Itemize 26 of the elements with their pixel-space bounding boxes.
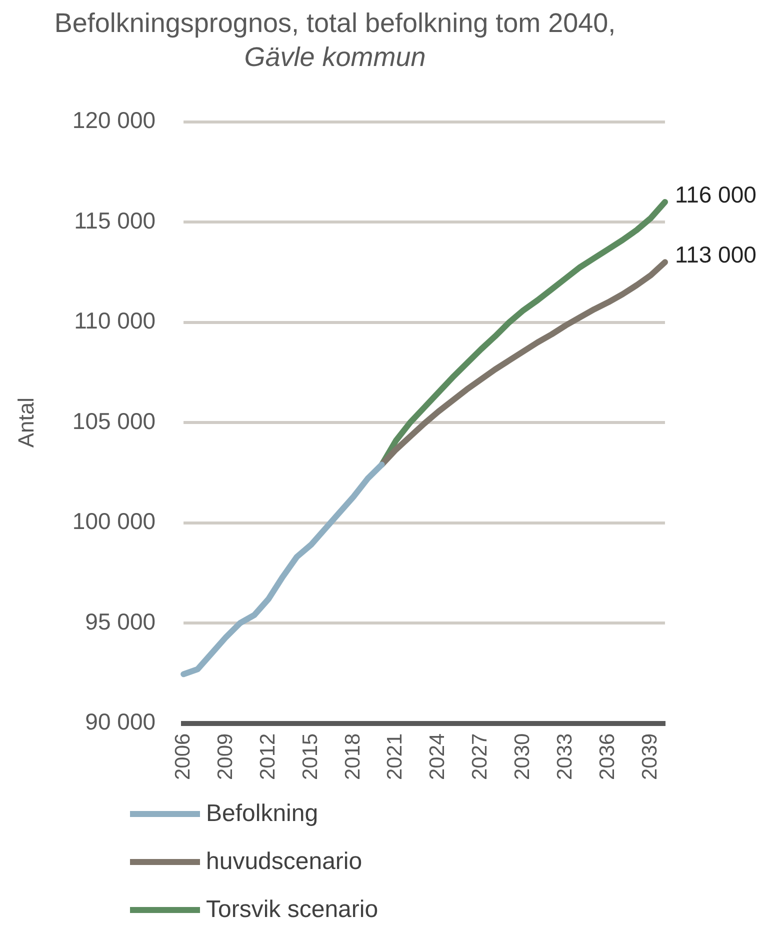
x-tick-label: 2024 — [426, 732, 450, 780]
x-tick-label: 2039 — [638, 733, 662, 780]
x-tick-label: 2021 — [384, 733, 407, 780]
x-tick-label: 2036 — [596, 733, 620, 780]
y-tick-label: 95 000 — [85, 608, 156, 634]
data-label: 113 000 — [675, 241, 756, 268]
x-tick-label: 2009 — [214, 733, 237, 780]
x-tick-label: 2018 — [341, 733, 364, 780]
legend-label: Torsvik scenario — [206, 896, 378, 924]
legend-label: Befolkning — [206, 800, 318, 828]
x-tick-label: 2033 — [554, 733, 577, 780]
y-tick-label: 90 000 — [85, 708, 156, 735]
legend-label: huvudscenario — [206, 848, 362, 876]
y-axis-title: Antal — [13, 397, 38, 448]
y-tick-label: 100 000 — [72, 508, 156, 534]
y-tick-label: 115 000 — [74, 207, 156, 234]
x-tick-label: 2027 — [468, 733, 492, 780]
x-tick-label: 2030 — [511, 733, 534, 780]
chart-title: Befolkningsprognos, total befolkning tom 2040, Gävle kommun — [53, 7, 617, 74]
x-tick-label: 2012 — [256, 733, 280, 780]
x-tick-label: 2015 — [298, 733, 322, 780]
y-tick-label: 105 000 — [72, 408, 156, 434]
data-label: 116 000 — [675, 181, 756, 208]
y-tick-label: 120 000 — [72, 107, 156, 134]
y-tick-label: 110 000 — [74, 308, 156, 334]
x-tick-label: 2006 — [171, 733, 194, 780]
